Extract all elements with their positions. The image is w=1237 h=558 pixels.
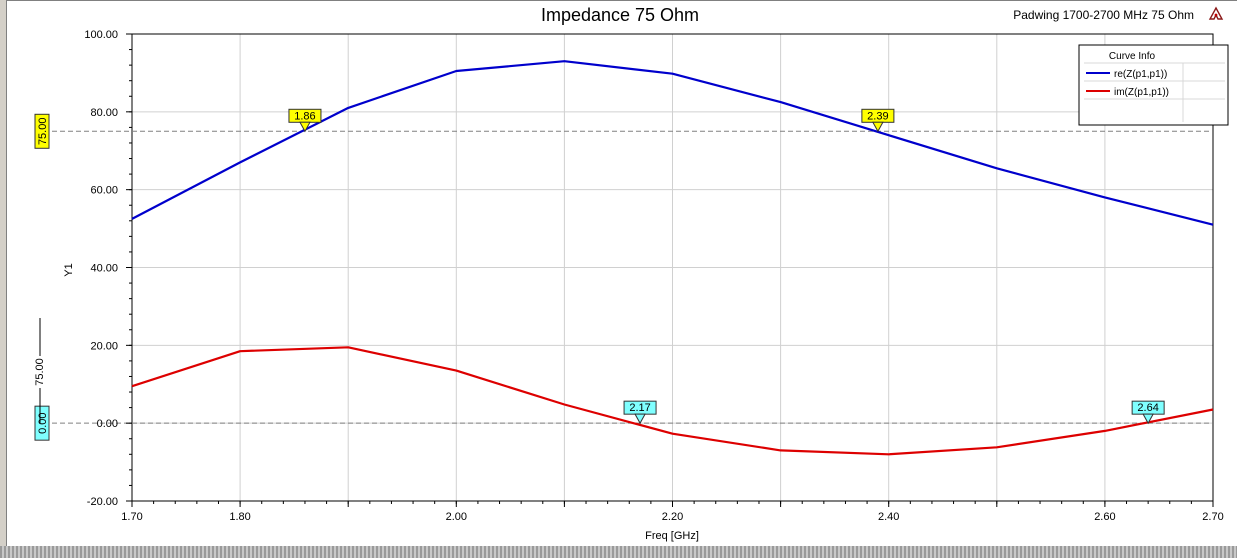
marker-pointer <box>872 121 884 133</box>
legend-item-im[interactable]: im(Z(p1,p1)) <box>1114 87 1169 98</box>
grid <box>131 33 1214 502</box>
window-left-frame <box>0 0 7 558</box>
marker-label: 1.86 <box>294 110 315 122</box>
secondary-axis: 75.00 <box>34 318 46 423</box>
reference-value-box: 0.00 <box>34 405 50 441</box>
y-tick-label: 80.00 <box>90 107 118 119</box>
ansys-logo-icon <box>1208 6 1224 20</box>
marker-label: 2.64 <box>1137 402 1158 414</box>
reference-value-label: 0.00 <box>37 412 49 433</box>
chart-title: Impedance 75 Ohm <box>541 5 699 25</box>
reference-value-box: 75.00 <box>34 113 50 149</box>
reference-lines: 75.00 0.00 <box>34 113 1213 441</box>
y-tick-label: -20.00 <box>87 496 118 508</box>
axes: 1.70 1.80 2.00 2.20 2.40 2.60 2.70 -20.00 0.00 20… <box>84 29 1223 523</box>
reference-value-bg <box>34 405 50 441</box>
x-tick-label: 2.60 <box>1094 511 1115 523</box>
x-axis-label: Freq [GHz] <box>645 530 699 542</box>
chart-subtitle: Padwing 1700-2700 MHz 75 Ohm <box>1013 8 1194 22</box>
marker-label: 2.17 <box>629 402 650 414</box>
window-top-border <box>0 0 1237 1</box>
y-tick-label: 60.00 <box>90 185 118 197</box>
y-axis-label: Y1 <box>63 263 75 276</box>
marker-1-86[interactable]: 1.86 <box>288 108 322 133</box>
marker-2-17[interactable]: 2.17 <box>623 400 657 425</box>
x-tick-label: 2.20 <box>662 511 683 523</box>
x-tick-label: 2.40 <box>878 511 899 523</box>
marker-pointer <box>1142 413 1154 425</box>
chart-canvas[interactable]: Impedance 75 Ohm Padwing 1700-2700 MHz 7… <box>0 0 1237 546</box>
series-lines <box>131 60 1214 456</box>
legend-item-re[interactable]: re(Z(p1,p1)) <box>1114 69 1167 80</box>
legend-box <box>1078 44 1229 126</box>
x-tick-label: 1.80 <box>229 511 250 523</box>
x-tick-label: 2.70 <box>1202 511 1223 523</box>
x-tick-label: 2.00 <box>446 511 467 523</box>
legend[interactable]: Curve Info re(Z(p1,p1)) im(Z(p1,p1)) <box>1078 44 1229 126</box>
marker-2-64[interactable]: 2.64 <box>1131 400 1165 425</box>
secondary-axis-label: 75.00 <box>34 358 46 386</box>
y-tick-label: 100.00 <box>84 29 118 41</box>
reference-value-bg <box>34 113 50 149</box>
x-tick-label: 1.70 <box>121 511 142 523</box>
marker-2-39[interactable]: 2.39 <box>861 108 895 133</box>
marker-pointer <box>299 121 311 133</box>
marker-pointer <box>634 413 646 425</box>
y-tick-label: 0.00 <box>97 418 118 430</box>
reference-value-label: 75.00 <box>37 118 49 146</box>
marker-label: 2.39 <box>867 110 888 122</box>
markers: 1.86 2.39 2.17 2.64 <box>288 108 1165 425</box>
y-tick-label: 20.00 <box>90 340 118 352</box>
window-bottom-frame <box>0 546 1237 558</box>
y-tick-label: 40.00 <box>90 263 118 275</box>
legend-title: Curve Info <box>1109 51 1156 62</box>
